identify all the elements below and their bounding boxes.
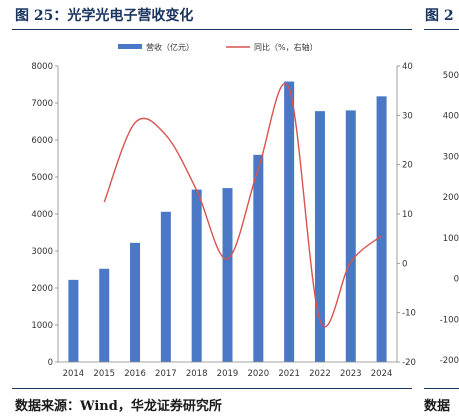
x-tick: 2019 [217,369,239,379]
bar-2023 [345,110,356,363]
line-series [103,83,383,328]
x-tick: 2021 [278,369,300,379]
y-left-tick: 0 [48,358,53,368]
bar-2024 [376,96,387,362]
bar-2017 [160,211,171,362]
bar-2021 [284,81,295,362]
bar-2022 [314,111,325,362]
next-figure-title: 图 2 [425,8,454,24]
y-left-tick: 8000 [31,62,53,72]
x-tick: 2022 [309,369,331,379]
bar-2015 [99,268,110,362]
legend: 营收（亿元） 同比（%，右轴） [118,42,318,52]
axes [55,65,400,363]
next-chart-tick: 300 [443,152,459,162]
x-tick: 2023 [340,369,362,379]
y-left-tick: 4000 [31,210,53,220]
legend-bar-label: 营收（亿元） [146,42,194,52]
bar-2014 [68,279,79,362]
y-right-tick: -10 [402,309,416,319]
y-left-tick: 7000 [31,99,53,109]
top-rule-next [424,29,459,30]
title-bar: 图 25：光学光电子营收变化 图 2 [0,0,459,30]
x-tick: 2018 [186,369,208,379]
bar-series [68,81,387,363]
legend-bar-swatch [118,44,142,49]
y-right-tick: 20 [402,161,413,171]
bar-2018 [191,189,202,362]
figure-title: 图 25：光学光电子营收变化 [15,8,194,24]
top-rule [12,29,412,30]
next-chart-tick: -100 [440,315,459,325]
next-chart-tick: 500 [443,71,459,81]
next-chart-tick: 0 [454,275,459,285]
y-left-tick: 3000 [31,247,53,257]
bar-2016 [130,242,141,362]
next-chart-tick: 100 [443,234,459,244]
bar-2019 [222,188,233,362]
x-tick: 2017 [155,369,177,379]
y-right-tick: 10 [402,210,413,220]
tick-labels: 010002000300040005000600070008000-20-100… [31,62,459,379]
y-right-tick: 0 [402,259,407,269]
y-right-tick: -20 [402,358,416,368]
y-left-tick: 1000 [31,321,53,331]
legend-line-label: 同比（%，右轴） [254,42,318,52]
x-tick: 2020 [247,369,269,379]
next-chart-tick: 400 [443,112,459,122]
bar-2020 [253,154,264,362]
next-source-note: 数据 [424,399,451,414]
y-left-tick: 6000 [31,136,53,146]
x-tick: 2024 [371,369,393,379]
source-note: 数据来源：Wind，华龙证券研究所 [15,399,222,414]
y-left-tick: 2000 [31,284,53,294]
x-tick: 2015 [93,369,115,379]
x-tick: 2016 [124,369,146,379]
bottom-rule-next [424,388,459,389]
bottom-rule [12,388,412,389]
y-left-tick: 5000 [31,173,53,183]
x-tick: 2014 [63,369,85,379]
next-chart-tick: 200 [443,193,459,203]
y-right-tick: 40 [402,62,413,72]
next-chart-tick: -200 [440,356,459,366]
y-right-tick: 30 [402,111,413,121]
